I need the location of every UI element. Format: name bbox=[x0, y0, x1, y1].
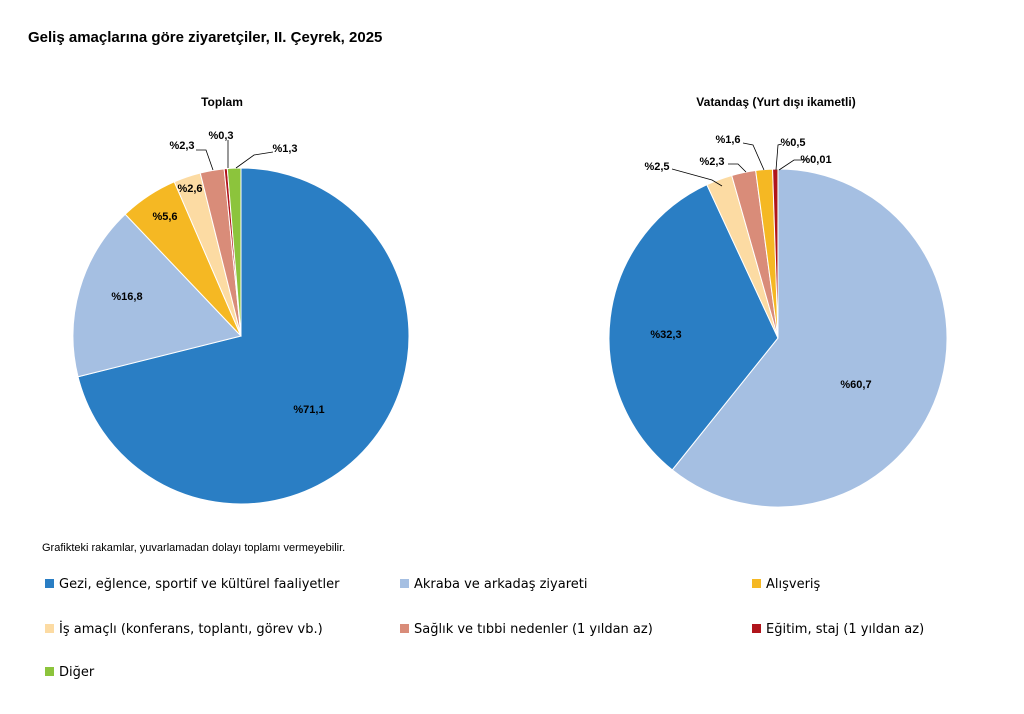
leader-line-saglik bbox=[196, 149, 214, 171]
leader-line-saglik bbox=[728, 163, 747, 173]
leader-line-alisveris bbox=[742, 142, 765, 171]
pie-data-labels: %71,1 %16,8 %5,6 %2,6 %2,3 %0,3 %1,3 bbox=[111, 130, 324, 416]
legend: Gezi, eğlence, sportif ve kültürel faali… bbox=[45, 577, 924, 680]
legend-swatch-gezi bbox=[45, 579, 54, 588]
data-label-alisveris: %1,6 bbox=[715, 134, 740, 146]
legend-label-alisveris: Alışveriş bbox=[766, 577, 821, 592]
legend-item-egitim: Eğitim, staj (1 yıldan az) bbox=[752, 622, 924, 637]
legend-swatch-alisveris bbox=[752, 579, 761, 588]
legend-label-diger: Diğer bbox=[59, 665, 95, 680]
rounding-note: Grafikteki rakamlar, yuvarlamadan dolayı… bbox=[42, 542, 345, 554]
legend-item-is: İş amaçlı (konferans, toplantı, görev vb… bbox=[45, 621, 323, 637]
pie-slices bbox=[72, 167, 410, 505]
legend-swatch-egitim bbox=[752, 624, 761, 633]
pie-slice-egitim bbox=[772, 168, 779, 339]
pie-data-labels: %60,7 %32,3 %2,5 %2,3 %1,6 %0,5 %0,01 bbox=[644, 134, 871, 391]
leader-line-diger bbox=[235, 151, 274, 169]
data-label-saglik: %2,3 bbox=[699, 156, 724, 168]
legend-item-gezi: Gezi, eğlence, sportif ve kültürel faali… bbox=[45, 577, 340, 592]
data-label-gezi: %71,1 bbox=[293, 404, 324, 416]
legend-label-saglik: Sağlık ve tıbbi nedenler (1 yıldan az) bbox=[414, 622, 653, 637]
pie-toplam: %71,1 %16,8 %5,6 %2,6 %2,3 %0,3 %1,3 bbox=[72, 130, 410, 505]
pie-slice-gezi bbox=[608, 184, 779, 471]
leader-line-is bbox=[671, 168, 723, 187]
data-label-diger: %1,3 bbox=[272, 143, 297, 155]
legend-swatch-saglik bbox=[400, 624, 409, 633]
data-label-is: %2,5 bbox=[644, 161, 669, 173]
legend-item-diger: Diğer bbox=[45, 665, 95, 680]
legend-item-alisveris: Alışveriş bbox=[752, 577, 821, 592]
pie-title-vatandas: Vatandaş (Yurt dışı ikametli) bbox=[696, 95, 855, 109]
legend-swatch-is bbox=[45, 624, 54, 633]
data-label-alisveris: %5,6 bbox=[152, 211, 177, 223]
data-label-is: %2,6 bbox=[177, 183, 202, 195]
legend-label-is: İş amaçlı (konferans, toplantı, görev vb… bbox=[59, 621, 323, 637]
chart-title: Geliş amaçlarına göre ziyaretçiler, II. … bbox=[28, 29, 382, 46]
leader-line-diger bbox=[778, 159, 806, 171]
legend-swatch-akraba bbox=[400, 579, 409, 588]
legend-label-gezi: Gezi, eğlence, sportif ve kültürel faali… bbox=[59, 577, 340, 592]
pie-vatandas: %60,7 %32,3 %2,5 %2,3 %1,6 %0,5 %0,01 bbox=[608, 134, 948, 508]
legend-label-akraba: Akraba ve arkadaş ziyareti bbox=[414, 577, 587, 592]
legend-item-akraba: Akraba ve arkadaş ziyareti bbox=[400, 577, 587, 592]
pie-title-toplam: Toplam bbox=[201, 95, 243, 109]
data-label-egitim: %0,3 bbox=[208, 130, 233, 142]
data-label-akraba: %16,8 bbox=[111, 291, 142, 303]
pie-slices bbox=[608, 168, 948, 508]
pie-slice-diger bbox=[226, 167, 242, 337]
data-label-egitim: %0,5 bbox=[780, 137, 805, 149]
pie-slice-akraba bbox=[72, 213, 242, 378]
leader-line-egitim bbox=[775, 143, 783, 171]
legend-swatch-diger bbox=[45, 667, 54, 676]
data-label-diger: %0,01 bbox=[800, 154, 831, 166]
data-label-saglik: %2,3 bbox=[169, 140, 194, 152]
pie-slice-akraba bbox=[671, 168, 948, 508]
legend-item-saglik: Sağlık ve tıbbi nedenler (1 yıldan az) bbox=[400, 622, 653, 637]
data-label-akraba: %60,7 bbox=[840, 379, 871, 391]
pie-slice-gezi bbox=[77, 167, 410, 505]
legend-label-egitim: Eğitim, staj (1 yıldan az) bbox=[766, 622, 924, 637]
data-label-gezi: %32,3 bbox=[650, 329, 681, 341]
